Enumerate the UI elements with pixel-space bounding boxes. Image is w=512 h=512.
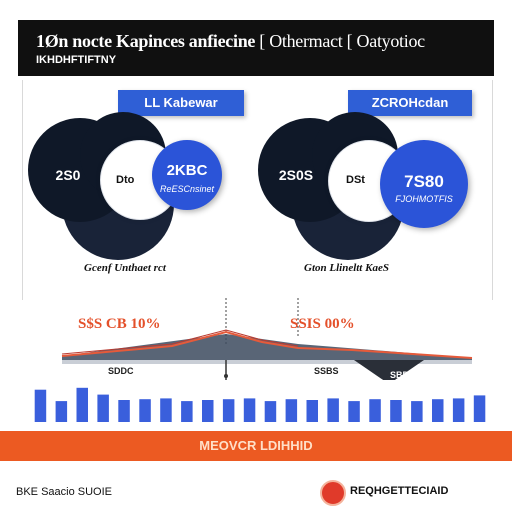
bar bbox=[160, 398, 172, 422]
footer-left-text: BKE Saacio SUOIE bbox=[16, 486, 112, 498]
ridge-line-red bbox=[61, 330, 473, 359]
bar bbox=[452, 398, 465, 422]
right-divider bbox=[492, 80, 493, 300]
bar-strip bbox=[34, 387, 486, 422]
marker-label: SBDS bbox=[390, 370, 416, 380]
panel-2-sub-label: SSBS bbox=[314, 366, 339, 376]
panel-1-light-value: Dto bbox=[116, 174, 135, 186]
panel-2-dark-value: 2S0S bbox=[278, 167, 314, 183]
title-main: 1Øn nocte Kapinces anfiecine bbox=[36, 31, 256, 51]
panel-1-percent: S$S CB 10% bbox=[78, 316, 161, 332]
panel-1-dark-value: 2S0 bbox=[55, 167, 81, 183]
bar bbox=[348, 401, 360, 422]
bar bbox=[264, 401, 277, 422]
panel-2-percent: SSIS 00% bbox=[290, 316, 355, 332]
title-extra: [ Othermact [ Oatyotioc bbox=[259, 31, 425, 51]
bar bbox=[55, 401, 68, 422]
panel-2-caption: Gton Llineltt KaeS bbox=[304, 262, 389, 274]
panel-1-tag: LL Kabewar bbox=[118, 90, 244, 116]
ridge-line-dark-red bbox=[61, 329, 299, 355]
panel-1-blue-circle bbox=[152, 140, 222, 210]
ridge-base bbox=[62, 360, 472, 364]
bar bbox=[243, 398, 256, 422]
bar bbox=[473, 395, 486, 422]
bar bbox=[202, 400, 214, 422]
panel-2-light-value: DSt bbox=[346, 174, 365, 186]
panel-1-blue-subtext: ReESCnsinet bbox=[159, 184, 215, 194]
bar bbox=[76, 387, 88, 422]
band-label: MEOVCR LDIHHID bbox=[199, 438, 313, 453]
page-subtitle: IKHDHFTIFTNY bbox=[36, 54, 117, 66]
bar bbox=[222, 399, 235, 422]
panel-1-sub-label: SDDC bbox=[108, 366, 134, 376]
bar bbox=[327, 398, 339, 422]
bar bbox=[285, 399, 298, 422]
down-triangle bbox=[354, 360, 424, 380]
panel-2-blue-value: 7S80 bbox=[404, 172, 444, 191]
footer-badge-icon bbox=[320, 480, 346, 506]
panel-2-blue-circle bbox=[380, 140, 468, 228]
bar bbox=[390, 400, 402, 422]
bar bbox=[34, 389, 47, 422]
panel-1-blue-value: 2KBC bbox=[166, 162, 208, 179]
bar bbox=[181, 401, 193, 422]
page-title: 1Øn nocte Kapinces anfiecine [ Othermact… bbox=[36, 31, 425, 52]
panel-2-blue-subtext: FJOHMOTFIS bbox=[395, 194, 453, 204]
orange-band bbox=[0, 431, 512, 461]
peak-dot bbox=[224, 374, 228, 378]
ridge-dark bbox=[62, 334, 472, 360]
bar bbox=[432, 399, 444, 422]
bar bbox=[139, 399, 151, 422]
footer-right-text: REQHGETTECIAID bbox=[350, 485, 449, 497]
bar bbox=[97, 394, 109, 422]
left-divider bbox=[22, 80, 23, 300]
ridge-graphic bbox=[61, 298, 473, 380]
bar bbox=[306, 400, 318, 422]
panel-1-caption: Gcenf Unthaet rct bbox=[84, 262, 166, 274]
bar bbox=[118, 400, 130, 422]
bar bbox=[369, 399, 381, 422]
header-bar bbox=[18, 20, 494, 76]
panel-2-tag: ZCROHcdan bbox=[348, 90, 472, 116]
bar bbox=[411, 401, 423, 422]
